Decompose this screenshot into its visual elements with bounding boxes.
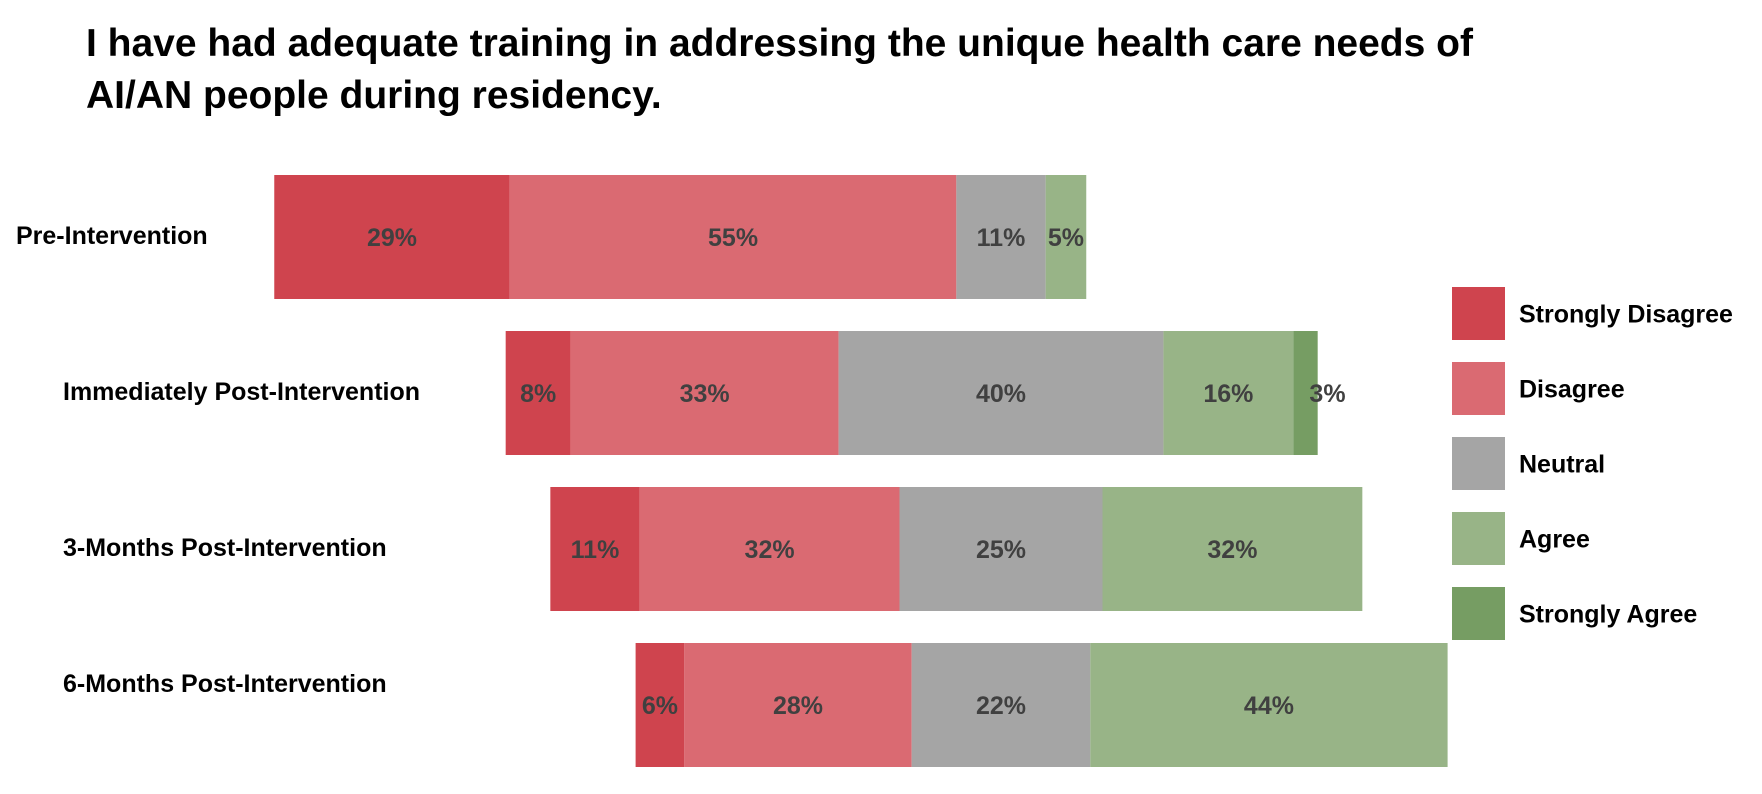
category-label: Pre-Intervention [16, 222, 208, 250]
legend-label: Strongly Disagree [1519, 301, 1733, 329]
category-label: Immediately Post-Intervention [63, 378, 420, 406]
bar-segment [899, 487, 1103, 611]
legend-swatch [1452, 287, 1505, 340]
bar-segment [509, 175, 957, 299]
data-label: 29% [367, 224, 417, 252]
data-label: 33% [680, 380, 730, 408]
data-label: 32% [1207, 536, 1257, 564]
bar-segment [911, 643, 1091, 767]
bar-segment [1163, 331, 1294, 455]
data-label: 3% [1309, 380, 1345, 408]
data-label: 25% [976, 536, 1026, 564]
bar-segment [838, 331, 1164, 455]
data-label: 11% [571, 536, 620, 564]
data-label: 40% [976, 380, 1026, 408]
data-label: 22% [976, 692, 1026, 720]
bar-segment [1293, 331, 1318, 455]
bar-segment [684, 643, 912, 767]
category-label: 6-Months Post-Intervention [63, 670, 387, 698]
bar-segment [639, 487, 900, 611]
bar-segment [635, 643, 685, 767]
data-label: 16% [1203, 380, 1253, 408]
chart-title: I have had adequate training in addressi… [86, 22, 1473, 117]
bar-segment [550, 487, 640, 611]
bars-group: 29% 55% 11% 5% 8% 33% 40% 16% 3% 11% 32% 25% 32% 6% 28… [274, 175, 1448, 767]
legend-swatch [1452, 587, 1505, 640]
data-label: 11% [977, 224, 1026, 252]
data-label: 6% [642, 692, 678, 720]
legend-label: Neutral [1519, 451, 1605, 479]
legend: Strongly Disagree Disagree Neutral Agree Str… [1452, 287, 1733, 640]
data-label: 32% [745, 536, 795, 564]
data-label: 5% [1048, 224, 1084, 252]
bar-segment [274, 175, 510, 299]
legend-label: Disagree [1519, 376, 1625, 404]
data-label: 55% [708, 224, 758, 252]
legend-label: Strongly Agree [1519, 601, 1697, 629]
category-label: 3-Months Post-Intervention [63, 534, 387, 562]
bar-segment [505, 331, 571, 455]
legend-swatch [1452, 362, 1505, 415]
row-labels-group: Pre-Intervention Immediately Post-Interve… [16, 222, 420, 698]
data-label: 28% [773, 692, 823, 720]
data-label: 8% [520, 380, 556, 408]
bar-segment [1090, 643, 1448, 767]
legend-label: Agree [1519, 526, 1590, 554]
legend-swatch [1452, 437, 1505, 490]
bar-segment [570, 331, 839, 455]
bar-segment [1102, 487, 1363, 611]
bar-segment [956, 175, 1046, 299]
bar-segment [1045, 175, 1087, 299]
legend-swatch [1452, 512, 1505, 565]
data-label: 44% [1244, 692, 1294, 720]
